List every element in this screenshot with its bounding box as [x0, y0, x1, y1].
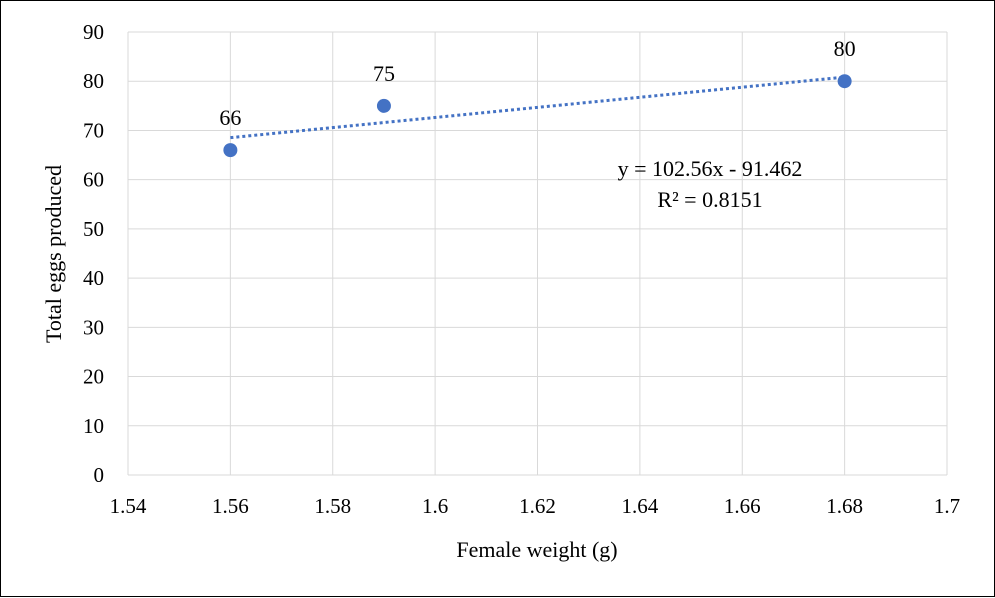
vertical-gridlines — [127, 32, 948, 475]
y-tick-label-0: 0 — [94, 463, 105, 487]
trendline-group — [230, 75, 845, 140]
y-tick-label-7: 70 — [83, 118, 104, 142]
x-tick-label-4: 1.62 — [519, 494, 556, 518]
y-tick-label-6: 60 — [83, 168, 104, 192]
trendline-equation: y = 102.56x - 91.462 — [618, 156, 803, 181]
trendline-r-squared: R² = 0.8151 — [657, 187, 762, 212]
x-axis-title: Female weight (g) — [456, 537, 617, 562]
x-tick-label-3: 1.6 — [422, 494, 448, 518]
y-tick-label-9: 90 — [83, 20, 104, 44]
data-label-1: 75 — [373, 61, 395, 86]
x-tick-label-7: 1.68 — [826, 494, 863, 518]
y-tick-label-5: 50 — [83, 217, 104, 241]
y-tick-label-2: 20 — [83, 365, 104, 389]
x-tick-label-0: 1.54 — [110, 494, 147, 518]
data-point-1 — [376, 98, 391, 113]
x-axis-tick-labels: 1.54 1.56 1.58 1.6 1.62 1.64 1.66 1.68 1.7 — [110, 494, 961, 518]
y-axis-title: Total eggs produced — [41, 165, 66, 343]
x-tick-label-1: 1.56 — [212, 494, 249, 518]
data-points — [223, 74, 852, 158]
x-tick-label-6: 1.66 — [724, 494, 761, 518]
data-point-2 — [837, 74, 852, 89]
y-tick-label-1: 10 — [83, 414, 104, 438]
data-labels: 66 75 80 — [219, 36, 855, 130]
data-point-0 — [223, 143, 238, 158]
data-label-2: 80 — [834, 36, 856, 61]
x-tick-label-8: 1.7 — [934, 494, 960, 518]
data-label-0: 66 — [219, 105, 241, 130]
y-tick-label-4: 40 — [83, 266, 104, 290]
x-tick-label-2: 1.58 — [314, 494, 351, 518]
trendline — [230, 75, 845, 140]
y-tick-label-8: 80 — [83, 69, 104, 93]
horizontal-gridlines — [128, 31, 947, 476]
y-tick-label-3: 30 — [83, 315, 104, 339]
x-tick-label-5: 1.64 — [622, 494, 659, 518]
y-axis-tick-labels: 0 10 20 30 40 50 60 70 80 90 — [83, 20, 104, 487]
